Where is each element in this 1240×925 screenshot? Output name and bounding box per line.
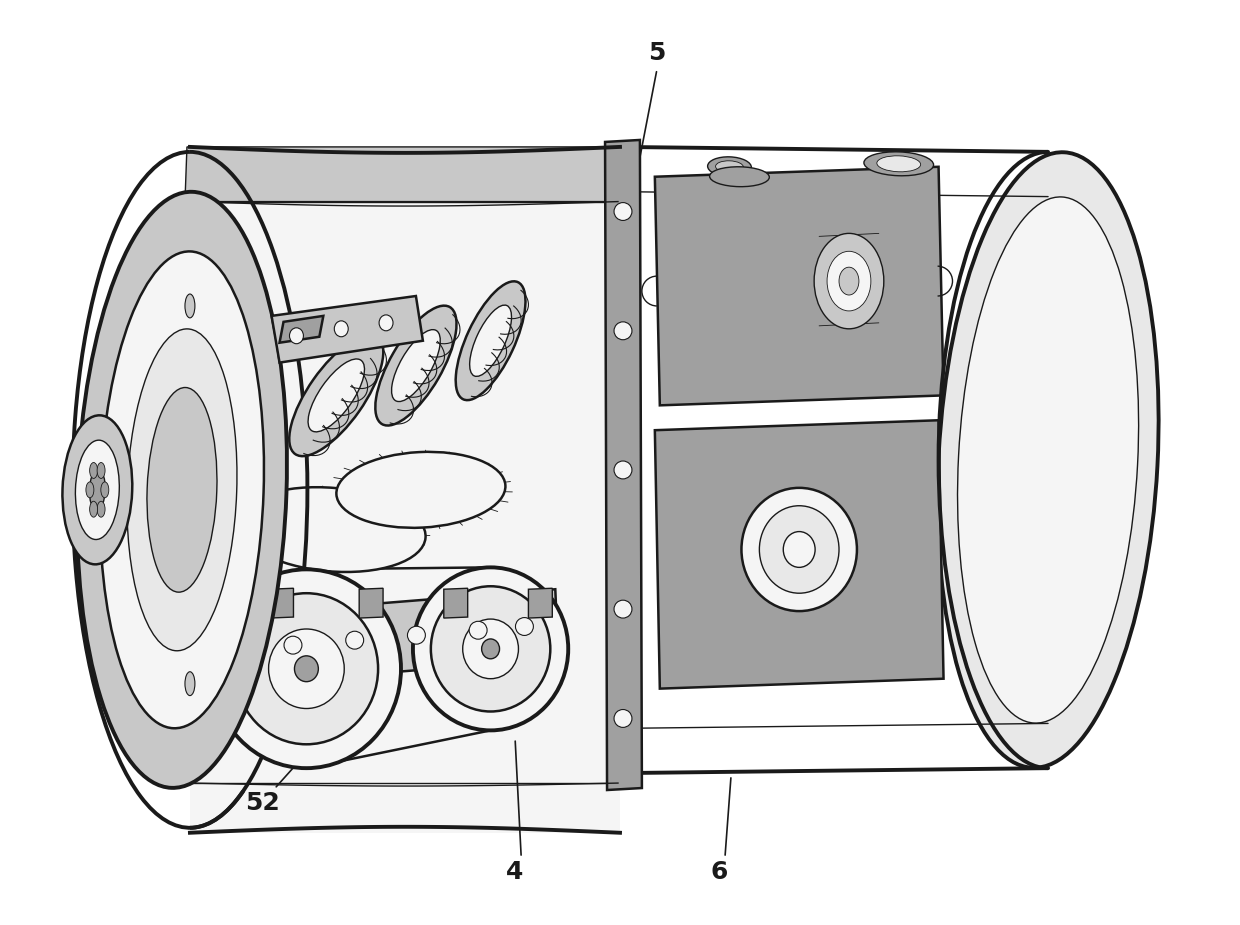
Ellipse shape	[269, 629, 345, 709]
Ellipse shape	[77, 191, 286, 788]
Polygon shape	[269, 588, 294, 618]
Polygon shape	[190, 147, 620, 832]
Ellipse shape	[346, 631, 363, 649]
Ellipse shape	[516, 618, 533, 635]
Ellipse shape	[284, 636, 301, 654]
Ellipse shape	[212, 570, 401, 768]
Ellipse shape	[827, 252, 870, 311]
Ellipse shape	[709, 166, 769, 187]
Ellipse shape	[463, 619, 518, 679]
Polygon shape	[444, 588, 467, 618]
Ellipse shape	[957, 197, 1138, 723]
Polygon shape	[279, 315, 324, 343]
Ellipse shape	[877, 155, 920, 172]
Polygon shape	[655, 420, 944, 688]
Ellipse shape	[185, 672, 195, 696]
Ellipse shape	[89, 501, 98, 517]
Polygon shape	[272, 296, 423, 363]
Ellipse shape	[614, 203, 632, 220]
Ellipse shape	[289, 335, 383, 456]
Ellipse shape	[185, 294, 195, 318]
Ellipse shape	[335, 321, 348, 337]
Ellipse shape	[784, 532, 815, 567]
Ellipse shape	[86, 482, 94, 498]
Ellipse shape	[126, 329, 237, 651]
Ellipse shape	[379, 314, 393, 331]
Ellipse shape	[839, 267, 859, 295]
Text: 6: 6	[711, 859, 728, 883]
Ellipse shape	[376, 305, 456, 426]
Ellipse shape	[470, 305, 512, 376]
Polygon shape	[528, 588, 552, 618]
Ellipse shape	[100, 252, 264, 728]
Ellipse shape	[100, 482, 109, 498]
Ellipse shape	[89, 462, 98, 478]
Ellipse shape	[336, 451, 506, 528]
Ellipse shape	[392, 329, 440, 401]
Ellipse shape	[408, 626, 425, 644]
Ellipse shape	[430, 586, 551, 711]
Ellipse shape	[289, 327, 304, 344]
Ellipse shape	[864, 152, 934, 176]
Ellipse shape	[742, 487, 857, 611]
Ellipse shape	[76, 440, 119, 539]
Ellipse shape	[481, 639, 500, 659]
Text: 5: 5	[649, 42, 666, 66]
Ellipse shape	[614, 322, 632, 339]
Text: 52: 52	[244, 791, 279, 815]
Ellipse shape	[815, 233, 884, 328]
Ellipse shape	[456, 281, 526, 401]
Polygon shape	[605, 140, 642, 790]
Ellipse shape	[759, 506, 839, 593]
Ellipse shape	[715, 161, 744, 173]
Ellipse shape	[294, 656, 319, 682]
Ellipse shape	[62, 415, 133, 564]
Ellipse shape	[234, 593, 378, 745]
Ellipse shape	[148, 388, 217, 592]
Ellipse shape	[614, 600, 632, 618]
Polygon shape	[185, 147, 620, 202]
Ellipse shape	[937, 153, 1158, 768]
Ellipse shape	[469, 622, 487, 639]
Ellipse shape	[614, 709, 632, 727]
Ellipse shape	[308, 359, 365, 432]
Text: 4: 4	[506, 859, 523, 883]
Ellipse shape	[708, 157, 751, 177]
Polygon shape	[655, 166, 944, 405]
Ellipse shape	[89, 470, 105, 510]
Polygon shape	[360, 588, 383, 618]
Polygon shape	[247, 589, 558, 684]
Ellipse shape	[237, 487, 425, 572]
Ellipse shape	[413, 567, 568, 731]
Ellipse shape	[97, 462, 105, 478]
Ellipse shape	[614, 461, 632, 479]
Ellipse shape	[97, 501, 105, 517]
